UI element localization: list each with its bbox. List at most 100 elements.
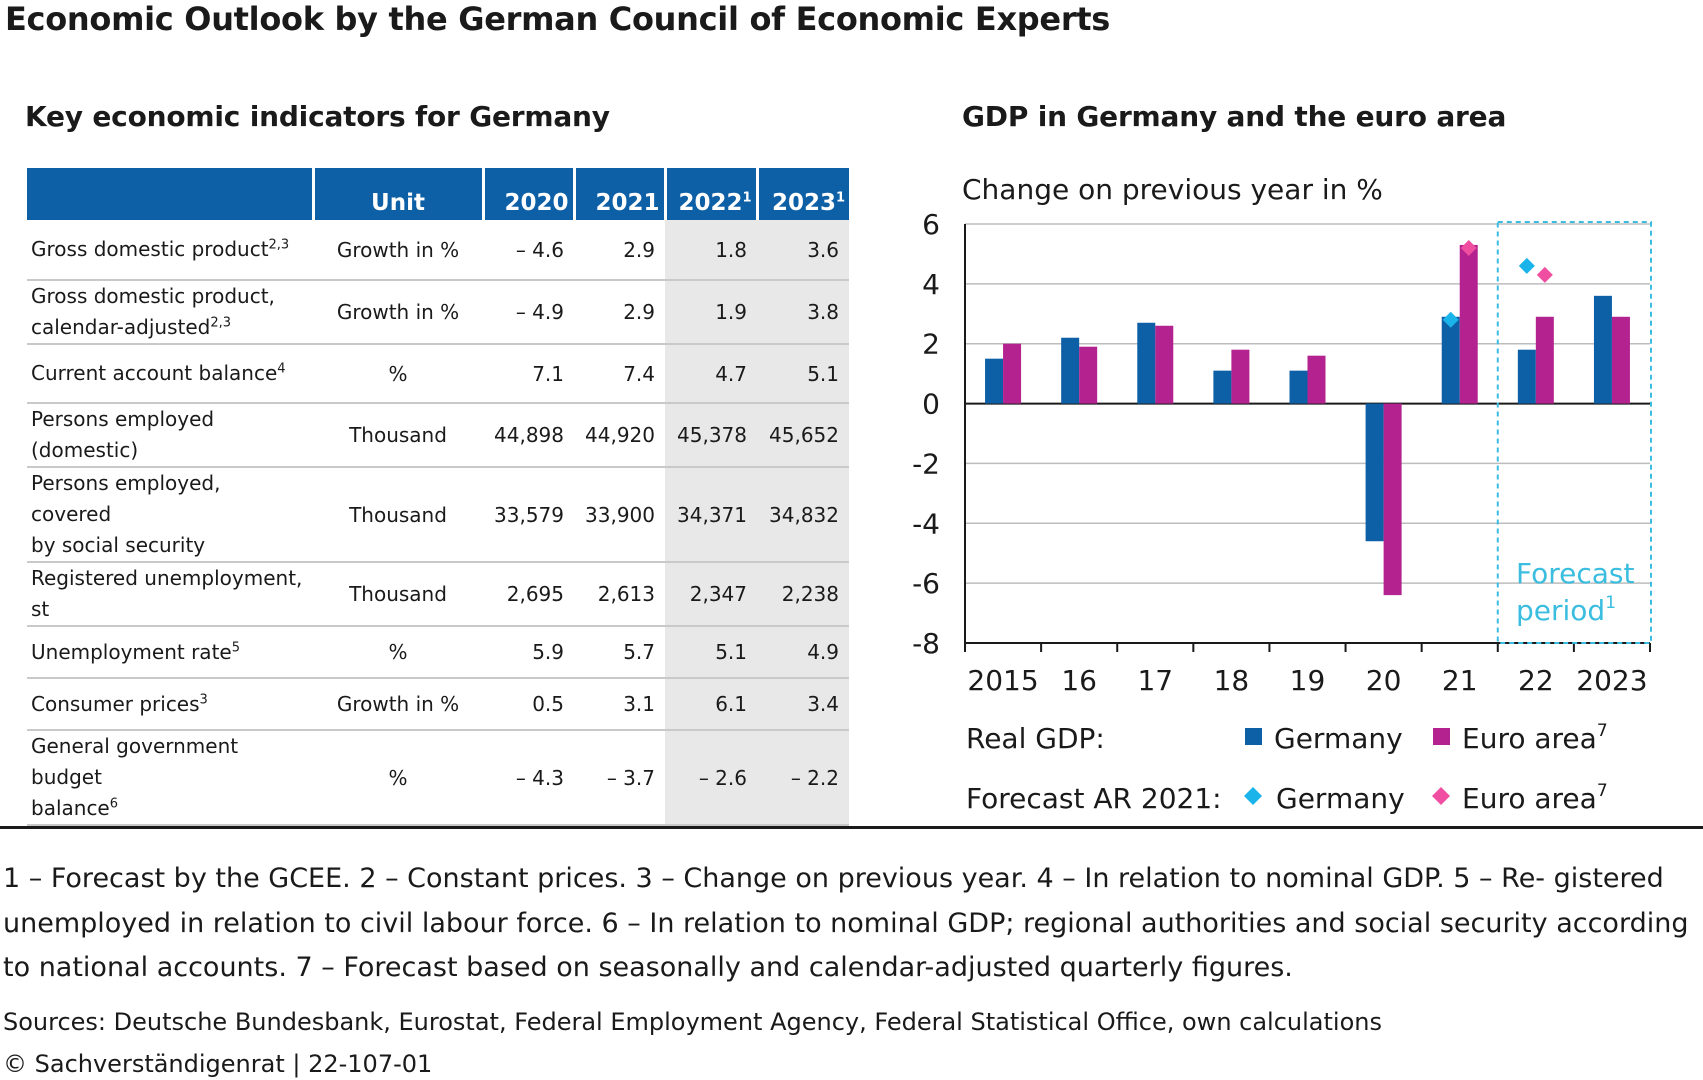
y-tick-label: -4: [912, 507, 940, 540]
table-row: Unemployment rate5% 5.9 5.7 5.1 4.9: [27, 626, 849, 679]
x-tick-label: 22: [1518, 664, 1554, 697]
row-label: Current account balance4: [27, 344, 313, 404]
bar-euro-area: [1003, 343, 1022, 404]
row-unit: Thousand: [313, 562, 483, 627]
y-tick-label: -2: [912, 447, 940, 480]
bar-germany: [1137, 322, 1156, 404]
row-unit: Thousand: [313, 467, 483, 563]
header-unit: Unit: [313, 168, 485, 220]
table-title: Key economic indicators for Germany: [25, 100, 610, 133]
row-value: – 2.2: [757, 730, 849, 826]
row-value: 3.8: [757, 280, 849, 345]
y-tick-label: -6: [912, 567, 940, 600]
bar-germany: [1365, 403, 1384, 542]
row-label: General government budget balance6: [27, 730, 313, 826]
header-year-2023: 20231: [757, 168, 849, 220]
legend-label-germany: Germany: [1274, 722, 1403, 755]
legend-diamond-germany: [1244, 787, 1262, 805]
bar-euro-area: [1155, 325, 1174, 404]
copyright-note: © Sachverständigenrat | 22-107-01: [3, 1050, 433, 1078]
row-value: 6.1: [665, 678, 757, 731]
legend-swatch-germany: [1245, 728, 1262, 745]
y-tick-label: 2: [922, 328, 940, 361]
bar-germany: [1061, 337, 1080, 404]
row-value: – 3.7: [574, 730, 665, 826]
row-value: 3.6: [757, 220, 849, 281]
y-tick-label: 4: [922, 268, 940, 301]
table-row: General government budget balance6% – 4.3–…: [27, 730, 849, 826]
row-label: Gross domestic product, calendar-adjusted…: [27, 280, 313, 345]
legend-label-euro-area: Euro area7: [1462, 721, 1608, 755]
indicator-table: Unit 2020 2021 20221 20231 Gross domesti…: [27, 168, 849, 826]
table-row: Registered unemployment, st Thousand 2,695…: [27, 562, 849, 627]
table-row: Gross domestic product2,3 Growth in % – 4.…: [27, 220, 849, 281]
row-label: Persons employed (domestic): [27, 403, 313, 468]
forecast-marker-euro-area: [1536, 266, 1553, 283]
row-value: 34,832: [757, 467, 849, 563]
row-value: 45,378: [665, 403, 757, 468]
x-tick-label: 2023: [1576, 664, 1647, 697]
row-label: Gross domestic product2,3: [27, 220, 313, 281]
row-value: – 4.3: [483, 730, 574, 826]
row-label: Persons employed, covered by social secur…: [27, 467, 313, 563]
header-label-cell: [27, 168, 315, 220]
footnotes: 1 – Forecast by the GCEE. 2 – Constant p…: [3, 863, 1689, 983]
forecast-marker-germany: [1518, 257, 1535, 274]
bar-germany: [1289, 370, 1308, 404]
legend-swatch-euro-area: [1433, 728, 1450, 745]
row-unit: Growth in %: [313, 280, 483, 345]
legend-forecast-euro-area: Euro area7: [1462, 781, 1608, 815]
x-tick-label: 18: [1214, 664, 1250, 697]
row-value: 2.9: [574, 280, 665, 345]
x-tick-label: 16: [1061, 664, 1097, 697]
forecast-period-box: [1496, 221, 1653, 644]
row-unit: %: [313, 344, 483, 404]
row-value: 5.7: [574, 626, 665, 679]
row-value: 2,613: [574, 562, 665, 627]
row-value: 0.5: [483, 678, 574, 731]
row-value: 2,695: [483, 562, 574, 627]
row-value: 2.9: [574, 220, 665, 281]
gdp-chart: Change on previous year in %6420-2-4-6-8…: [912, 173, 1653, 815]
bar-germany: [1593, 295, 1612, 404]
row-value: 5.1: [757, 344, 849, 404]
header-year-2020: 2020: [483, 168, 576, 220]
bar-euro-area: [1535, 316, 1554, 404]
y-axis-label: Change on previous year in %: [962, 173, 1383, 206]
x-tick-label: 21: [1442, 664, 1478, 697]
row-value: 5.1: [665, 626, 757, 679]
forecast-period-label: Forecast: [1516, 557, 1635, 590]
table-row: Persons employed, covered by social secur…: [27, 467, 849, 563]
header-year-2021: 2021: [574, 168, 667, 220]
y-tick-label: -8: [912, 627, 940, 660]
x-tick-label: 19: [1290, 664, 1326, 697]
x-tick-label: 17: [1137, 664, 1173, 697]
row-value: 2,347: [665, 562, 757, 627]
bar-germany: [985, 358, 1004, 404]
sources-note: Sources: Deutsche Bundesbank, Eurostat, …: [3, 1008, 1382, 1036]
legend-forecast-label: Forecast AR 2021:: [966, 782, 1222, 815]
legend-forecast-germany: Germany: [1276, 782, 1405, 815]
table-row: Current account balance4% 7.1 7.4 4.7 5.1: [27, 344, 849, 404]
forecast-period-label: period1: [1516, 593, 1616, 627]
row-value: 34,371: [665, 467, 757, 563]
row-value: – 4.9: [483, 280, 574, 345]
bar-euro-area: [1231, 349, 1250, 404]
page-title: Economic Outlook by the German Council o…: [5, 0, 1111, 38]
row-value: 33,900: [574, 467, 665, 563]
row-value: 5.9: [483, 626, 574, 679]
legend-diamond-euro-area: [1432, 787, 1450, 805]
footer-divider: [0, 826, 1703, 829]
row-value: 33,579: [483, 467, 574, 563]
y-tick-label: 0: [922, 388, 940, 421]
x-tick-label: 20: [1366, 664, 1402, 697]
row-label: Registered unemployment, st: [27, 562, 313, 627]
bar-germany: [1441, 316, 1460, 404]
bar-germany: [1213, 370, 1232, 404]
row-value: – 4.6: [483, 220, 574, 281]
row-value: 4.9: [757, 626, 849, 679]
row-value: 4.7: [665, 344, 757, 404]
bar-euro-area: [1079, 346, 1098, 404]
forecast-marker-euro-area: [1460, 239, 1477, 256]
bar-euro-area: [1459, 244, 1478, 404]
